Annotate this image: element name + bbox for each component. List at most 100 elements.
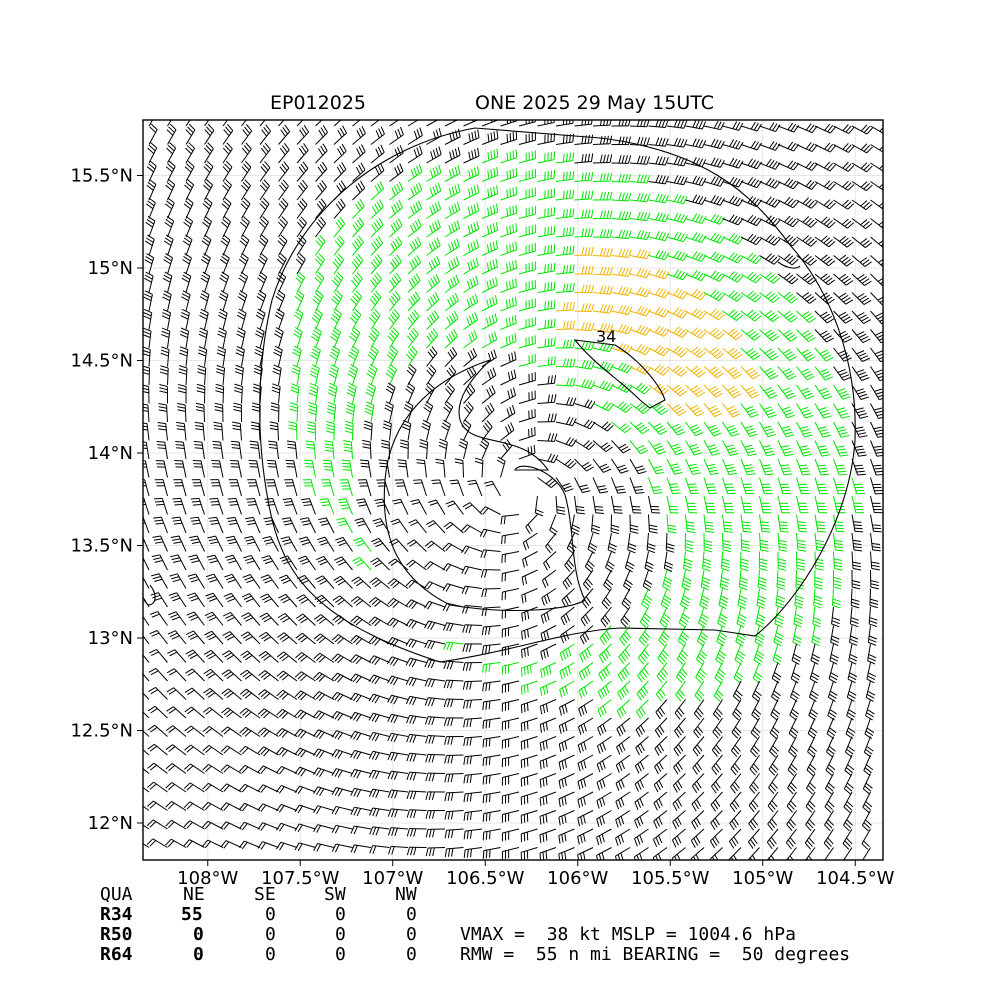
wind-barb <box>870 144 883 153</box>
wind-barb <box>370 120 380 127</box>
wind-barb <box>184 160 195 182</box>
wind-barb <box>381 439 390 460</box>
wind-barb <box>520 736 538 750</box>
r34-nw: 0 <box>406 904 417 925</box>
wind-barb <box>611 401 633 413</box>
wind-barb <box>344 420 354 441</box>
wind-barb <box>518 335 536 349</box>
wind-barb <box>144 253 155 275</box>
wind-barb <box>862 773 873 795</box>
wind-barb <box>769 736 779 758</box>
wind-barb <box>636 680 649 701</box>
wind-barb <box>463 383 476 404</box>
wind-barb <box>482 754 501 767</box>
wind-barb <box>331 290 343 312</box>
wind-barb <box>178 365 188 386</box>
wind-barb <box>183 820 205 830</box>
wind-barb <box>814 366 834 381</box>
wind-barb <box>740 477 755 495</box>
wind-barb <box>685 308 707 320</box>
wind-barb <box>592 421 614 432</box>
wind-barb <box>579 643 594 663</box>
wind-barb <box>428 499 446 515</box>
wind-barb <box>368 616 390 627</box>
wind-barb <box>652 847 668 860</box>
wind-barb <box>559 643 575 662</box>
wind-barb <box>851 495 865 514</box>
wind-barb <box>851 440 867 457</box>
wind-barb <box>574 171 594 182</box>
wind-barb <box>659 606 671 628</box>
wind-barb <box>500 278 517 293</box>
wind-barb <box>851 199 873 211</box>
wind-barb <box>426 364 437 386</box>
wind-barb <box>213 421 224 441</box>
wind-barb <box>796 403 814 419</box>
wind-barb <box>601 588 612 610</box>
wind-barb <box>321 479 335 497</box>
wind-barb <box>685 175 707 187</box>
wind-barb <box>221 669 242 682</box>
wind-barb <box>341 459 353 478</box>
wind-barb <box>481 295 498 312</box>
wind-barb <box>833 292 854 305</box>
wind-barb <box>592 135 613 145</box>
wind-barb <box>772 643 783 665</box>
wind-barb <box>368 674 390 685</box>
wind-barb <box>685 194 707 205</box>
wind-barb <box>558 736 575 753</box>
wind-barb <box>479 506 501 515</box>
wind-barb <box>851 403 869 419</box>
wind-barb <box>389 218 403 238</box>
wind-barb <box>350 787 372 798</box>
wind-barb <box>648 306 670 318</box>
wind-barb <box>672 810 686 830</box>
wind-barb <box>501 532 520 545</box>
wind-barb <box>228 479 242 497</box>
wind-barb <box>635 717 649 738</box>
wind-barb <box>574 246 594 256</box>
wind-barb <box>315 575 335 589</box>
wind-barb <box>537 356 556 367</box>
wind-barb <box>833 403 850 419</box>
wind-barb <box>207 535 224 552</box>
wind-barb <box>648 268 670 280</box>
wind-barb <box>740 366 761 380</box>
wind-barb <box>463 257 479 275</box>
wind-barb <box>370 181 385 201</box>
wind-barb <box>315 180 327 201</box>
wind-barb <box>767 791 779 813</box>
wind-barb <box>629 402 651 415</box>
wind-barb <box>771 662 782 684</box>
wind-barb <box>143 403 150 423</box>
wind-barb <box>352 217 365 238</box>
wind-barb <box>663 551 674 572</box>
wind-barb <box>518 205 536 219</box>
wind-barb <box>425 753 446 763</box>
wind-barb <box>522 532 538 551</box>
wind-barb <box>759 421 777 438</box>
wind-barb <box>307 421 316 441</box>
wind-barb <box>481 625 501 636</box>
wind-barb <box>461 524 483 534</box>
wind-barb <box>777 291 799 304</box>
wind-barb <box>316 536 335 552</box>
wind-barb <box>257 765 279 774</box>
wind-barb <box>352 120 361 127</box>
wind-barb <box>350 825 372 835</box>
wind-barb <box>218 290 229 312</box>
wind-barb <box>833 477 847 495</box>
wind-barb <box>592 120 612 127</box>
wind-barb <box>481 148 499 164</box>
wind-barb <box>333 143 347 164</box>
wind-barb <box>518 279 536 293</box>
wind-barb <box>421 419 431 441</box>
wind-barb <box>851 551 862 571</box>
wind-barb <box>407 218 422 238</box>
wind-barb <box>671 828 686 848</box>
wind-barb <box>282 498 298 515</box>
wind-barb <box>537 225 556 238</box>
wind-barb <box>699 588 710 610</box>
wind-barb <box>241 124 253 145</box>
wind-barb <box>501 847 520 860</box>
